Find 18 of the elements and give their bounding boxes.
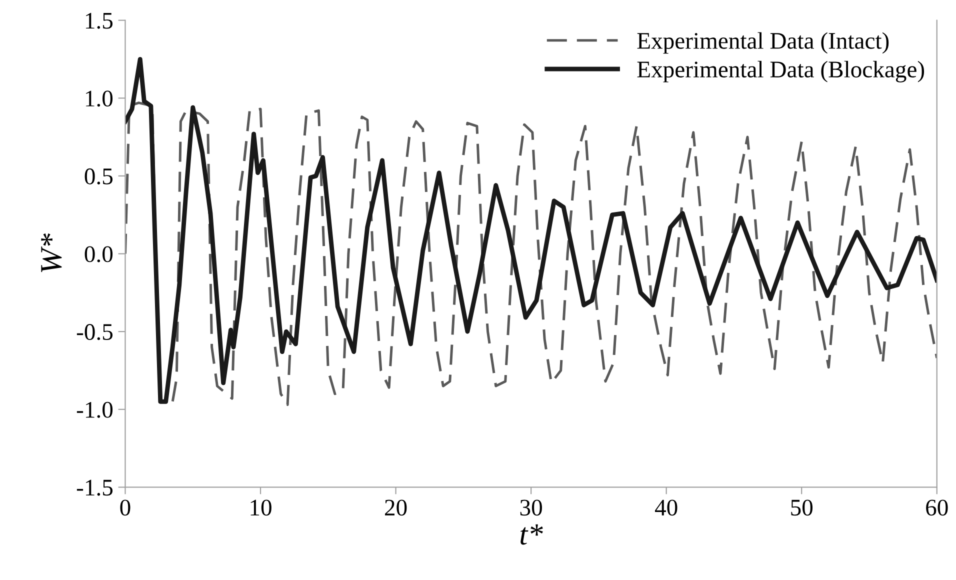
x-tick-label: 10: [250, 500, 272, 516]
y-tick-label: 1.5: [86, 12, 113, 29]
x-tick-label: 40: [654, 500, 678, 516]
y-tick-label: -1.5: [76, 480, 113, 496]
legend-label: Experimental Data (Intact): [637, 32, 889, 54]
y-tick-label: 0.5: [84, 168, 113, 184]
legend-label: Experimental Data (Blockage): [637, 60, 924, 82]
x-tick-label: 60: [926, 500, 948, 516]
x-tick-label: 20: [385, 500, 407, 516]
x-axis-title: t*: [520, 524, 543, 545]
x-tick-label: 30: [520, 500, 542, 516]
y-tick-label: -1.0: [76, 402, 113, 418]
x-tick-label: 50: [791, 500, 813, 516]
x-tick-label: 0: [120, 500, 130, 516]
y-tick-label: 1.0: [86, 90, 113, 107]
y-axis-title: W*: [41, 233, 62, 272]
y-tick-label: -0.5: [76, 324, 113, 340]
y-tick-label: 0.0: [84, 246, 113, 262]
